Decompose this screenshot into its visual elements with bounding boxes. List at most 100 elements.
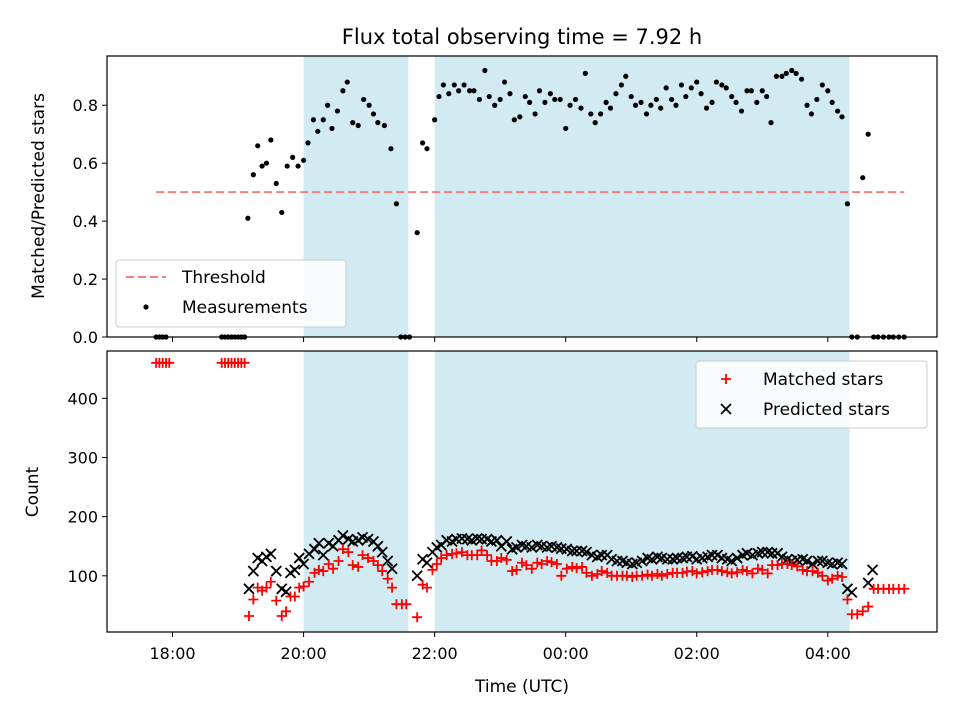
data-point: [754, 99, 760, 105]
data-point: [779, 73, 785, 79]
bottom-y-axis-label: Count: [23, 466, 43, 517]
data-point: [492, 102, 498, 108]
data-point: [243, 611, 254, 622]
data-point: [366, 102, 372, 108]
data-point: [712, 564, 723, 575]
data-point: [658, 105, 664, 111]
data-point: [827, 573, 838, 584]
data-point: [592, 120, 598, 126]
bottom-x-ticks: 18:00 20:00 22:00 00:00 02:00 04:00: [149, 632, 851, 663]
x-tick-label: 02:00: [674, 644, 720, 663]
legend-predicted-label: Predicted stars: [763, 400, 890, 420]
data-point: [350, 120, 356, 126]
data-point: [355, 122, 361, 129]
data-point: [353, 561, 364, 572]
data-point: [461, 82, 467, 88]
data-point: [420, 140, 426, 146]
data-point: [431, 558, 442, 569]
top-x-ticks: [172, 337, 829, 342]
data-point: [414, 230, 420, 236]
data-point: [526, 563, 537, 574]
data-point: [832, 570, 843, 581]
data-point: [598, 111, 604, 117]
data-point: [340, 88, 346, 94]
data-point: [436, 553, 447, 564]
data-point: [807, 566, 818, 577]
data-point: [642, 569, 653, 580]
data-point: [726, 555, 738, 567]
data-point: [648, 102, 654, 108]
data-point: [835, 108, 841, 114]
data-point: [280, 586, 292, 598]
data-point: [263, 160, 270, 166]
data-point: [702, 566, 713, 577]
data-point: [694, 79, 700, 85]
data-point: [247, 565, 259, 577]
data-point: [527, 99, 533, 105]
data-point: [532, 557, 543, 568]
y-tick-label: 300: [67, 448, 98, 467]
data-point: [466, 88, 473, 94]
data-point: [627, 571, 638, 582]
data-point: [375, 120, 381, 126]
data-point: [270, 565, 282, 577]
legend-box: [695, 360, 928, 429]
data-point: [456, 547, 467, 558]
data-point: [865, 131, 871, 137]
data-point: [646, 570, 657, 581]
data-point: [866, 564, 879, 576]
data-point: [759, 88, 765, 94]
data-point: [261, 582, 272, 593]
data-point: [297, 558, 310, 570]
data-point: [421, 557, 433, 569]
data-point: [697, 567, 708, 578]
data-point: [719, 82, 725, 88]
data-point: [720, 403, 732, 415]
data-point: [721, 374, 731, 384]
data-point: [511, 564, 522, 575]
data-point: [726, 568, 737, 579]
data-point: [268, 137, 274, 143]
x-tick-label: 20:00: [281, 644, 327, 663]
data-point: [732, 567, 743, 578]
data-point: [421, 582, 432, 593]
data-point: [713, 79, 719, 85]
data-point: [578, 105, 584, 111]
data-point: [844, 201, 851, 207]
data-point: [496, 553, 507, 564]
top-panel: 0.00.20.40.60.8 Matched/Predicted stars …: [29, 55, 938, 347]
data-point: [482, 67, 488, 74]
data-point: [317, 549, 329, 561]
data-point: [313, 564, 324, 575]
data-point: [621, 570, 632, 581]
data-point: [281, 606, 292, 617]
data-point: [250, 172, 256, 178]
data-point: [284, 163, 290, 169]
data-point: [752, 563, 763, 574]
data-point: [793, 70, 799, 76]
data-point: [521, 560, 532, 571]
data-point: [862, 577, 874, 589]
data-point: [536, 88, 543, 94]
legend-measurements-swatch: [143, 304, 149, 310]
data-point: [337, 529, 349, 542]
data-point: [552, 96, 558, 103]
data-point: [748, 88, 754, 94]
data-point: [677, 567, 688, 578]
data-point: [542, 99, 548, 105]
data-point: [709, 99, 715, 105]
data-point: [259, 163, 265, 169]
data-point: [372, 560, 383, 571]
data-point: [860, 175, 866, 181]
data-point: [613, 91, 619, 97]
data-point: [424, 146, 430, 152]
data-point: [628, 93, 634, 100]
y-tick-label: 100: [67, 567, 98, 586]
data-point: [839, 114, 845, 120]
data-point: [289, 591, 300, 602]
data-point: [669, 96, 675, 103]
data-point: [255, 143, 261, 149]
data-point: [632, 102, 639, 108]
data-point: [819, 82, 825, 88]
data-point: [797, 564, 808, 575]
